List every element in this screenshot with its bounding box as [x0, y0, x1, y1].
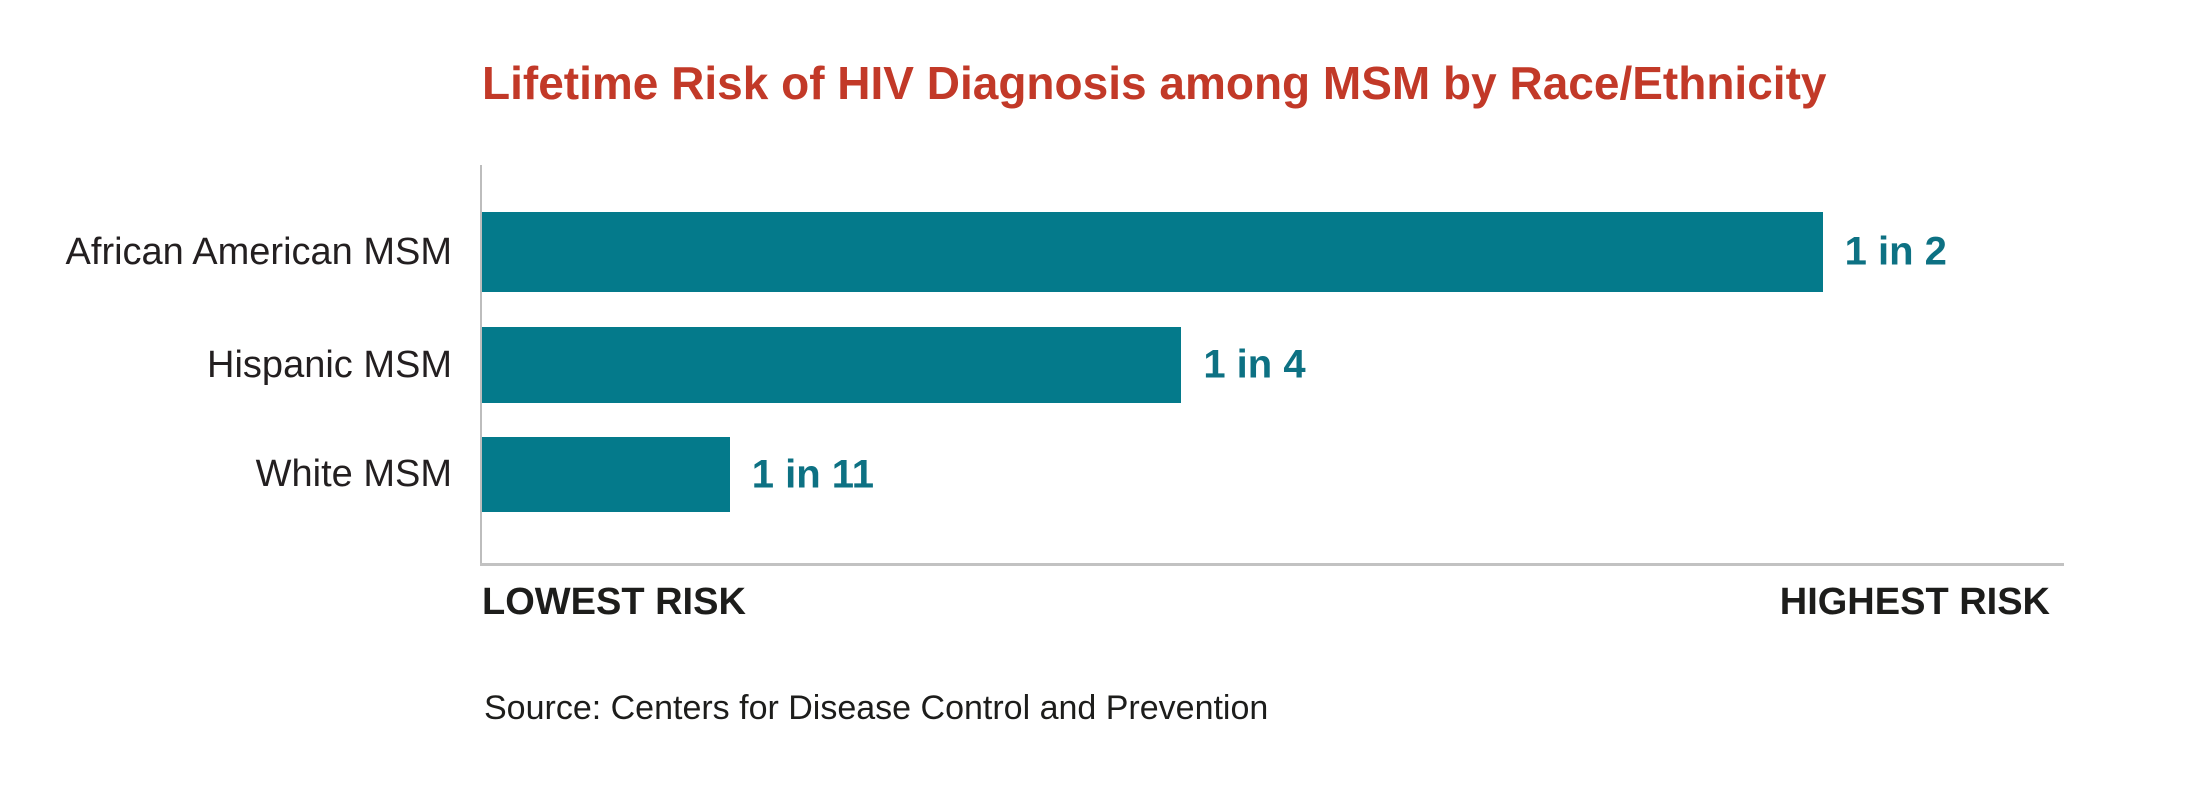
x-axis-baseline [480, 563, 2064, 566]
bar-row-african-american-msm: African American MSM 1 in 2 [0, 212, 2194, 292]
value-label: 1 in 4 [1203, 342, 1306, 387]
plot-area-row: 1 in 11 [482, 437, 2050, 512]
bar-row-white-msm: White MSM 1 in 11 [0, 437, 2194, 512]
value-label: 1 in 11 [751, 452, 875, 496]
chart-title: Lifetime Risk of HIV Diagnosis among MSM… [482, 57, 1827, 109]
source-attribution: Source: Centers for Disease Control and … [484, 689, 1269, 727]
plot-area-row: 1 in 2 [482, 212, 2050, 292]
category-label: African American MSM [65, 230, 452, 273]
category-label: Hispanic MSM [207, 343, 452, 386]
highest-risk-label: HIGHEST RISK [1779, 581, 2050, 623]
bar-row-hispanic-msm: Hispanic MSM 1 in 4 [0, 327, 2194, 403]
category-label: White MSM [255, 453, 452, 495]
plot-area-row: 1 in 4 [482, 327, 2050, 403]
value-label: 1 in 2 [1844, 229, 1947, 274]
bar-white-msm [482, 437, 730, 512]
x-axis-labels: LOWEST RISK HIGHEST RISK [482, 581, 2050, 624]
y-axis-line [480, 165, 482, 565]
lowest-risk-label: LOWEST RISK [482, 581, 746, 623]
bar-hispanic-msm [482, 327, 1182, 403]
bar-african-american-msm [482, 212, 1823, 292]
